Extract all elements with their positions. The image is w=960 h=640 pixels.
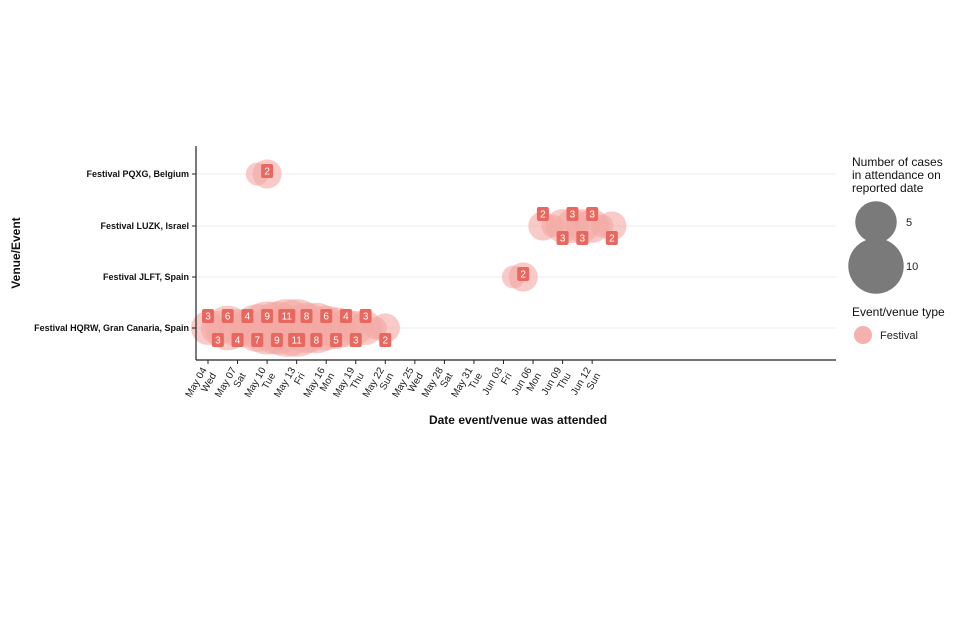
data-label: 3 — [589, 210, 595, 221]
data-label: 4 — [343, 312, 349, 323]
data-label: 4 — [245, 312, 251, 323]
data-label-box — [261, 164, 274, 178]
legend-color-label: Festival — [880, 330, 918, 342]
data-label-box — [536, 207, 549, 221]
legend-size-circle — [855, 201, 897, 243]
data-label-box — [261, 309, 274, 323]
data-label-box — [241, 309, 254, 323]
data-label-box — [605, 231, 618, 245]
data-label-box — [566, 207, 579, 221]
y-tick-label: Festival HQRW, Gran Canaria, Spain — [34, 323, 189, 333]
legend-size-title: reported date — [852, 181, 924, 195]
legend-size-title: Number of cases — [852, 155, 943, 169]
data-label: 2 — [520, 270, 526, 281]
data-label: 6 — [323, 312, 329, 323]
data-label-box — [556, 231, 569, 245]
legend-size-title: in attendance on — [852, 168, 941, 182]
data-label: 3 — [560, 234, 566, 245]
data-label-box — [339, 309, 352, 323]
data-label-box — [202, 309, 214, 323]
legend-size-label: 5 — [906, 217, 912, 229]
data-label: 4 — [235, 336, 241, 347]
data-label: 9 — [264, 312, 270, 323]
y-tick-label: Festival JLFT, Spain — [103, 272, 189, 282]
y-tick-label: Festival PQXG, Belgium — [86, 169, 189, 179]
data-label-box — [320, 309, 333, 323]
x-axis-title: Date event/venue was attended — [429, 413, 607, 427]
data-label-box — [379, 333, 392, 347]
data-label: 7 — [254, 336, 260, 347]
data-label: 2 — [264, 167, 270, 178]
data-label-box — [359, 309, 372, 323]
y-tick-label: Festival LUZK, Israel — [100, 221, 189, 231]
data-label-box — [349, 333, 362, 347]
data-label-box — [270, 333, 283, 347]
data-label-box — [300, 309, 313, 323]
data-label: 5 — [333, 336, 339, 347]
legend-color-title: Event/venue type — [852, 305, 945, 319]
legend-size-label: 10 — [906, 261, 918, 273]
data-label: 9 — [274, 336, 280, 347]
bubbles — [191, 159, 627, 357]
x-tick-day-label: Fri — [499, 371, 514, 387]
data-label: 6 — [225, 312, 231, 323]
data-label-box — [278, 309, 296, 323]
data-label: 11 — [282, 312, 293, 323]
data-label: 2 — [540, 210, 546, 221]
data-label-box — [231, 333, 244, 347]
data-label: 8 — [304, 312, 310, 323]
data-label: 3 — [363, 312, 369, 323]
data-label-box — [310, 333, 323, 347]
y-tick-labels: Festival PQXG, Belgium Festival LUZK, Isr… — [34, 169, 196, 333]
data-label-box — [586, 207, 599, 221]
data-label: 3 — [580, 234, 586, 245]
data-labels: 2 2 3 3 3 3 2 2 3 3 6 4 4 7 9 9 11 11 8 8 6 5 4 3 3 2 — [202, 164, 618, 347]
legend-size-circle — [848, 238, 904, 294]
data-label: 3 — [570, 210, 576, 221]
data-label-box — [330, 333, 343, 347]
x-tick-day-label: Fri — [292, 371, 307, 387]
data-label: 2 — [383, 336, 389, 347]
data-label: 2 — [609, 234, 615, 245]
data-label-box — [517, 267, 530, 281]
y-axis-title: Venue/Event — [9, 217, 23, 288]
data-label: 11 — [291, 336, 302, 347]
data-label: 3 — [205, 312, 211, 323]
data-label: 3 — [215, 336, 221, 347]
data-label-box — [251, 333, 264, 347]
data-label-box — [221, 309, 234, 323]
data-label-box — [288, 333, 306, 347]
data-label: 3 — [353, 336, 359, 347]
data-label-box — [576, 231, 589, 245]
data-label-box — [211, 333, 224, 347]
axes — [195, 146, 836, 361]
legend-color-swatch — [854, 326, 872, 344]
data-label: 8 — [314, 336, 320, 347]
